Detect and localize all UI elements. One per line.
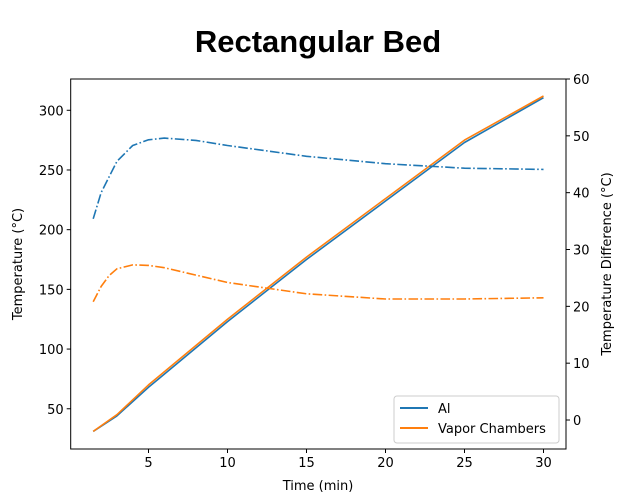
x-tick-label: 5 — [144, 456, 152, 471]
x-tick-label: 30 — [535, 456, 552, 471]
y-right-tick-label: 40 — [573, 187, 590, 202]
y-tick-label: 300 — [39, 104, 64, 119]
y-right-tick-label: 60 — [573, 73, 590, 88]
y-axis-right-label: Temperature Difference (°C) — [600, 172, 615, 356]
legend-label-al: Al — [438, 402, 451, 417]
x-tick-label: 15 — [298, 456, 315, 471]
y-tick-label: 50 — [47, 403, 64, 418]
x-tick-label: 10 — [219, 456, 236, 471]
x-tick-label: 20 — [377, 456, 394, 471]
y-tick-label: 100 — [39, 343, 64, 358]
legend-label-vapor-chambers: Vapor Chambers — [438, 422, 546, 437]
plot-frame — [70, 78, 567, 450]
y-right-tick-label: 0 — [573, 414, 581, 429]
chart-title: Rectangular Bed — [195, 24, 441, 59]
series-line-1 — [92, 95, 544, 433]
plot-area: 5 10 15 20 25 30 50 100 150 200 250 300 0 10 20 30 40 50 6… — [39, 73, 590, 471]
series-line-3 — [92, 264, 544, 303]
y-right-tick-label: 50 — [573, 130, 590, 145]
y-tick-label: 200 — [39, 224, 64, 239]
y-tick-label: 150 — [39, 283, 64, 298]
legend-box — [393, 395, 560, 444]
y-right-tick-label: 20 — [573, 300, 590, 315]
y-right-tick-label: 30 — [573, 244, 590, 259]
series-line-0 — [92, 97, 544, 433]
y-axis-label: Temperature (°C) — [11, 208, 26, 321]
y-tick-label: 250 — [39, 164, 64, 179]
series-line-2 — [92, 137, 544, 220]
legend: Al Vapor Chambers — [393, 395, 560, 444]
y-right-tick-label: 10 — [573, 357, 590, 372]
x-tick-label: 25 — [456, 456, 473, 471]
x-axis-label: Time (min) — [282, 479, 354, 494]
